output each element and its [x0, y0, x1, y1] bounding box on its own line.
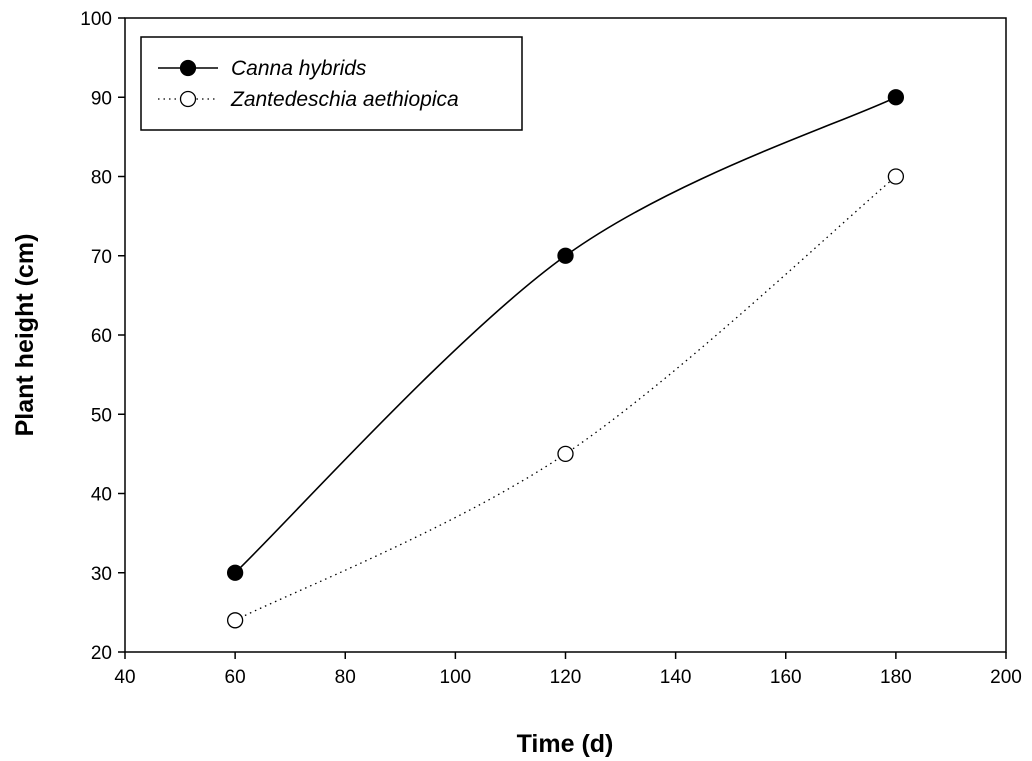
y-tick-label: 30	[91, 564, 112, 585]
x-tick-label: 200	[990, 667, 1022, 688]
legend-box	[140, 36, 523, 131]
series-line-0	[234, 96, 897, 574]
data-point-series-1	[887, 168, 905, 185]
legend-marker-zantedeschia	[179, 90, 197, 108]
x-tick-label: 80	[335, 667, 356, 688]
y-tick-label: 100	[80, 9, 112, 30]
x-axis-title: Time (d)	[517, 730, 614, 758]
x-tick-label: 140	[660, 667, 692, 688]
legend-label-canna: Canna hybrids	[231, 57, 367, 80]
y-tick-label: 40	[91, 485, 112, 506]
y-axis-ticks: 20 30 40 50 60 70 80 90 100	[80, 9, 125, 664]
x-tick-label: 40	[114, 667, 135, 688]
y-tick-label: 50	[91, 405, 112, 426]
data-point-series-1	[226, 612, 244, 629]
y-tick-label: 80	[91, 168, 112, 189]
x-tick-label: 60	[225, 667, 246, 688]
data-point-series-1	[557, 445, 574, 463]
y-tick-label: 70	[91, 247, 112, 268]
y-tick-label: 60	[91, 326, 112, 347]
x-tick-label: 180	[880, 667, 912, 688]
x-tick-label: 120	[550, 667, 582, 688]
y-tick-label: 90	[91, 88, 112, 109]
x-tick-label: 100	[440, 667, 472, 688]
legend-marker-canna	[179, 59, 197, 77]
y-axis-title: Plant height (cm)	[11, 234, 39, 437]
series-layer	[226, 89, 905, 629]
data-point-series-0	[887, 89, 905, 106]
x-axis-ticks: 40 60 80 100 120 140 160 180 200	[114, 652, 1022, 688]
legend: Canna hybrids Zantedeschia aethiopica	[140, 36, 523, 131]
legend-label-zantedeschia: Zantedeschia aethiopica	[230, 88, 459, 111]
x-tick-label: 160	[770, 667, 802, 688]
series-line-1	[234, 176, 897, 621]
data-point-series-0	[226, 564, 244, 581]
data-point-series-0	[557, 247, 574, 264]
y-tick-label: 20	[91, 643, 112, 664]
